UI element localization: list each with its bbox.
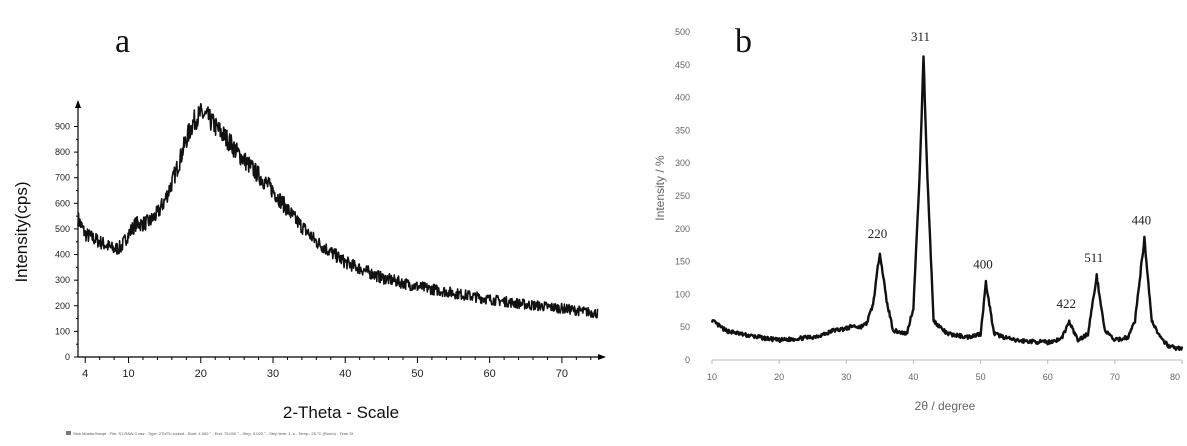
- panel-b-x-tick-label: 70: [1110, 372, 1120, 382]
- panel-b-peak-label-422: 422: [1056, 296, 1076, 311]
- panel-a-footer-icon: [66, 431, 71, 435]
- panel-b-x-tick-label: 10: [707, 372, 717, 382]
- panel-a-y-tick-label: 800: [55, 147, 70, 157]
- panel-a-x-tick-label: 30: [267, 368, 279, 380]
- panel-a-x-tick-label: 40: [339, 368, 351, 380]
- panel-b-x-tick-label: 80: [1170, 372, 1180, 382]
- panel-a-y-tick-label: 300: [55, 275, 70, 285]
- panel-b-y-tick-label: 200: [675, 224, 690, 234]
- panel-b-y-tick-label: 100: [675, 289, 690, 299]
- panel-a-pattern-line: [77, 102, 599, 319]
- panel-a-y-arrow: [75, 100, 81, 108]
- panel-a-x-tick-label: 10: [122, 368, 134, 380]
- panel-a-y-tick-label: 700: [55, 173, 70, 183]
- panel-a-y-tick-label: 400: [55, 250, 70, 260]
- panel-b-peak-label-220: 220: [868, 226, 888, 241]
- panel-a-x-tick-label: 60: [484, 368, 496, 380]
- panel-a-x-tick-label: 4: [82, 368, 88, 380]
- panel-a-y-tick-label: 500: [55, 224, 70, 234]
- panel-b-x-tick-label: 20: [774, 372, 784, 382]
- panel-a-x-tick-label: 50: [411, 368, 423, 380]
- panel-b-x-tick-label: 40: [908, 372, 918, 382]
- panel-a-x-arrow: [598, 354, 606, 360]
- panel-b-peak-label-400: 400: [973, 257, 993, 272]
- panel-b-pattern-line: [710, 55, 1184, 351]
- panel-b-y-tick-label: 150: [675, 257, 690, 267]
- panel-b-x-tick-label: 30: [841, 372, 851, 382]
- panel-a-x-tick-label: 20: [195, 368, 207, 380]
- panel-b-y-tick-label: 500: [675, 27, 690, 37]
- panel-b-peak-label-311: 311: [911, 29, 930, 44]
- panel-b-peak-label-511: 511: [1084, 250, 1103, 265]
- panel-b-y-tick-label: 50: [680, 322, 690, 332]
- panel-b-y-tick-label: 450: [675, 60, 690, 70]
- panel-a-y-tick-label: 100: [55, 326, 70, 336]
- panel-b: b 0 50 100 150 200 250 300 350 400 450 500 10 20 30 4…: [653, 23, 1184, 413]
- panel-b-x-title: 2θ / degree: [915, 399, 976, 413]
- panel-b-y-tick-label: 250: [675, 191, 690, 201]
- panel-b-y-tick-label: 0: [685, 355, 690, 365]
- panel-b-x-tick-label: 60: [1043, 372, 1053, 382]
- panel-a-y-tick-label: 200: [55, 301, 70, 311]
- panel-a-y-tick-label: 600: [55, 198, 70, 208]
- panel-b-y-tick-label: 300: [675, 158, 690, 168]
- panel-b-x-tick-label: 50: [976, 372, 986, 382]
- panel-b-y-tick-label: 400: [675, 93, 690, 103]
- panel-b-peak-label-440: 440: [1132, 213, 1152, 228]
- panel-a-letter: a: [115, 23, 130, 60]
- panel-a-y-title: Intensity(cps): [12, 181, 31, 282]
- panel-a-x-title: 2-Theta - Scale: [283, 403, 399, 422]
- panel-a-x-tick-label: 70: [556, 368, 568, 380]
- panel-a-y-tick-label: 900: [55, 121, 70, 131]
- panel-b-letter: b: [735, 23, 752, 60]
- panel-a: a 0 100 200 300 400 500 600 700 800 900 4 10 20 30 40…: [12, 23, 606, 436]
- panel-a-y-tick-label: 0: [65, 352, 70, 362]
- panel-b-y-tick-label: 350: [675, 125, 690, 135]
- panel-b-y-title: Intensity / %: [653, 155, 667, 221]
- panel-a-footer: Sieb Muster/Haupt - File: S1.RAW 0.raw -…: [73, 431, 354, 436]
